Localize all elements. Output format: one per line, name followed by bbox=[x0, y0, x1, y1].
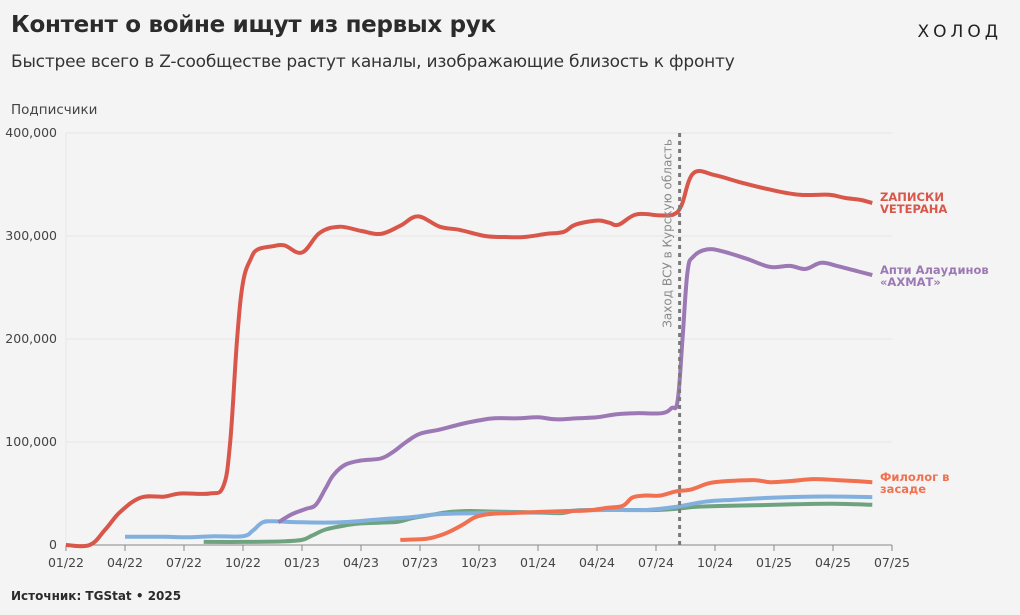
y-tick-label: 400,000 bbox=[5, 125, 57, 140]
x-tick-label: 07/22 bbox=[166, 555, 202, 570]
x-tick-label: 07/25 bbox=[874, 555, 910, 570]
series-lines bbox=[65, 169, 873, 549]
series-label: ZAПИСКИ bbox=[880, 190, 944, 204]
x-tick-label: 04/24 bbox=[579, 555, 615, 570]
x-tick-label: 01/25 bbox=[756, 555, 792, 570]
x-tick-label: 04/25 bbox=[815, 555, 851, 570]
chart-title: Контент о войне ищут из первых рук bbox=[11, 12, 496, 38]
source-note: Источник: TGStat • 2025 bbox=[11, 589, 182, 603]
x-tick-label: 01/22 bbox=[48, 555, 84, 570]
brand-logo: ХОЛОД bbox=[917, 22, 1002, 42]
series-line-2 bbox=[400, 477, 873, 542]
x-tick-label: 01/24 bbox=[520, 555, 556, 570]
series-line-3 bbox=[124, 494, 873, 540]
series-label: Филолог в bbox=[880, 470, 949, 484]
x-tick-label: 10/23 bbox=[461, 555, 497, 570]
y-tick-label: 0 bbox=[49, 537, 57, 552]
x-tick-label: 10/22 bbox=[225, 555, 261, 570]
series-label: засаде bbox=[880, 482, 926, 496]
series-line-1 bbox=[277, 247, 873, 525]
y-axis-label: Подписчики bbox=[11, 102, 98, 118]
annotation-label: Заход ВСУ в Курскую область bbox=[661, 139, 675, 328]
y-tick-label: 200,000 bbox=[5, 331, 57, 346]
series-label: Апти Алаудинов bbox=[880, 263, 989, 277]
x-tick-label: 10/24 bbox=[697, 555, 733, 570]
annotation-layer: Заход ВСУ в Курскую область bbox=[661, 133, 682, 545]
chart-subtitle: Быстрее всего в Z-сообществе растут кана… bbox=[11, 52, 735, 72]
y-tick-label: 100,000 bbox=[5, 434, 57, 449]
x-tick-label: 04/23 bbox=[343, 555, 379, 570]
series-label: VETEPAHA bbox=[880, 202, 947, 216]
y-tick-label: 300,000 bbox=[5, 228, 57, 243]
x-axis: 01/22 04/22 07/22 10/22 01/23 04/23 07/23 10/23… bbox=[48, 544, 910, 570]
y-axis: 0 100,000 200,000 300,000 400,000 bbox=[5, 125, 57, 552]
x-tick-label: 04/22 bbox=[107, 555, 143, 570]
x-tick-label: 07/24 bbox=[638, 555, 674, 570]
series-label: «АХМАТ» bbox=[880, 275, 941, 289]
x-tick-label: 01/23 bbox=[284, 555, 320, 570]
series-line-0 bbox=[65, 169, 873, 549]
x-tick-label: 07/23 bbox=[402, 555, 438, 570]
